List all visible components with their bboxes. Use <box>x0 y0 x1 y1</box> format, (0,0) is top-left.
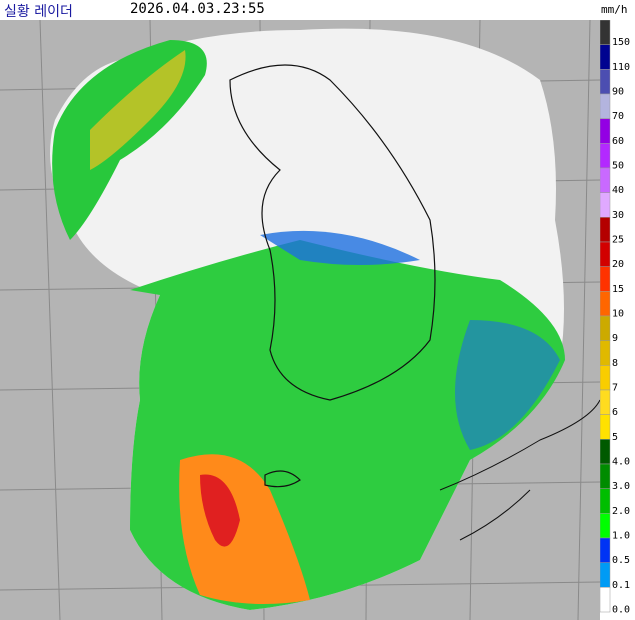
legend-swatch <box>600 44 611 70</box>
legend-swatch <box>600 291 611 317</box>
island <box>264 470 301 488</box>
legend-swatch <box>600 93 611 119</box>
legend-label: 0.5 <box>612 555 630 566</box>
legend-label: 5 <box>612 432 618 443</box>
legend-label: 60 <box>612 136 624 147</box>
precip-northwest-core <box>90 50 186 170</box>
legend-swatch <box>600 414 611 440</box>
legend-swatch <box>600 192 611 218</box>
legend-swatch <box>600 167 611 193</box>
legend-label: 30 <box>612 210 624 221</box>
legend-swatch <box>600 315 611 341</box>
timestamp: 2026.04.03.23:55 <box>130 1 265 17</box>
legend-swatch <box>600 439 611 465</box>
legend-label: 40 <box>612 185 624 196</box>
legend-swatch <box>600 513 611 539</box>
japan-coast <box>439 399 600 541</box>
legend-label: 20 <box>612 259 624 270</box>
legend-swatch <box>600 463 611 489</box>
radar-map <box>0 20 600 620</box>
legend-swatch <box>600 587 611 613</box>
legend-swatch <box>600 217 611 243</box>
legend-swatch <box>600 241 611 267</box>
legend-swatch <box>600 340 611 366</box>
legend-swatch <box>600 69 611 95</box>
legend-swatch <box>600 389 611 415</box>
legend-label: 90 <box>612 87 624 98</box>
precip-east <box>455 320 560 450</box>
legend: 150 110 90 70 60 50 40 30 25 20 15 10 9 8 7 6 5 4.0 3.0 2.0… <box>600 20 630 616</box>
legend-label: 110 <box>612 62 630 73</box>
legend-label: 10 <box>612 309 624 320</box>
legend-swatch <box>600 537 611 563</box>
legend-label: 6 <box>612 407 618 418</box>
legend-label: 50 <box>612 161 624 172</box>
legend-label: 150 <box>612 37 630 48</box>
legend-swatch <box>600 143 611 169</box>
legend-label: 0.0 <box>612 605 630 616</box>
legend-label: 1.0 <box>612 531 630 542</box>
legend-label: 25 <box>612 235 624 246</box>
legend-swatch <box>600 365 611 391</box>
page-title: 실황 레이더 <box>4 4 73 20</box>
legend-label: 7 <box>612 383 618 394</box>
legend-swatch <box>600 266 611 292</box>
legend-unit: mm/h <box>601 3 628 16</box>
legend-label: 70 <box>612 111 624 122</box>
legend-label: 9 <box>612 333 618 344</box>
legend-swatch <box>600 118 611 144</box>
legend-label: 4.0 <box>612 457 630 468</box>
legend-swatch <box>600 20 611 45</box>
precip-heavy-core <box>200 474 240 547</box>
legend-label: 15 <box>612 284 624 295</box>
legend-label: 0.1 <box>612 580 630 591</box>
legend-swatch <box>600 562 611 588</box>
legend-swatch <box>600 488 611 514</box>
coastline <box>229 64 436 401</box>
legend-label: 2.0 <box>612 506 630 517</box>
legend-label: 3.0 <box>612 481 630 492</box>
precip-band <box>260 230 420 265</box>
legend-label: 8 <box>612 358 618 369</box>
